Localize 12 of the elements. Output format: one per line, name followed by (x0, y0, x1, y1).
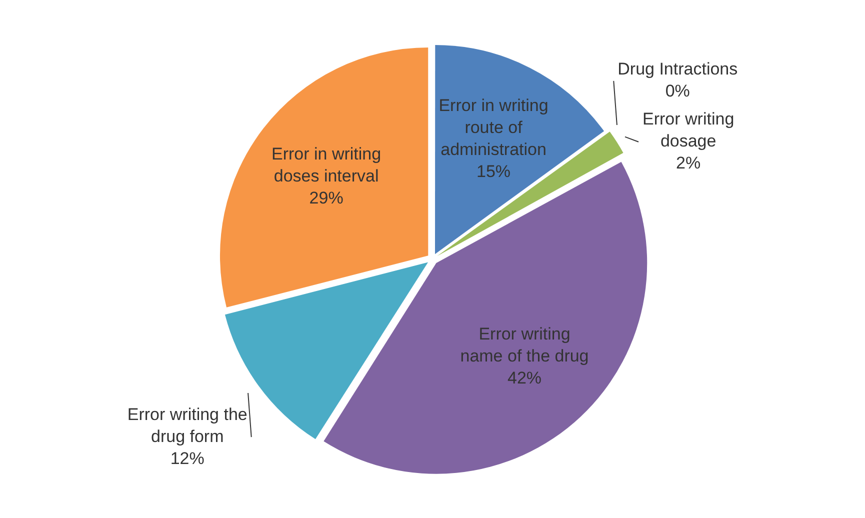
slice-label: Error writing the drug form (127, 404, 248, 446)
data-label: 29% (309, 188, 344, 208)
data-label: 12% (170, 448, 204, 468)
data-label: 15% (476, 162, 511, 181)
data-label: 2% (676, 154, 701, 173)
text: 0% (665, 82, 690, 101)
category-label: Drug Intractions (618, 60, 738, 79)
slice-label: Error writing name of the drug (460, 324, 589, 366)
slice-label: Error in writing route of administration (438, 96, 548, 159)
slice-label: Error in writing doses interval (272, 144, 382, 186)
data-label: 42% (507, 368, 542, 388)
slice-label: Error writing dosage (642, 110, 734, 151)
